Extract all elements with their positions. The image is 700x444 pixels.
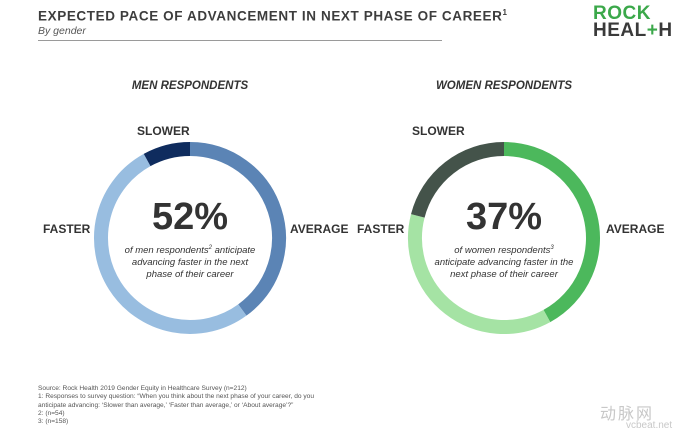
- rock-health-logo: ROCK HEAL+H: [593, 3, 673, 41]
- logo-line-1: ROCK: [593, 3, 651, 24]
- title-footnote-mark: 1: [502, 8, 508, 17]
- logo-plus-icon: +: [646, 20, 659, 41]
- donut-slice-slower: [143, 142, 191, 167]
- watermark-name: 动脉网: [600, 406, 655, 423]
- men-panel-title: MEN RESPONDENTS: [131, 80, 249, 92]
- women-donut-chart: [408, 142, 600, 334]
- men-description: of men respondents2 anticipate advancing…: [124, 245, 256, 281]
- men-faster-label: FASTER: [43, 222, 91, 236]
- donut-slice-average: [503, 142, 600, 323]
- women-slower-label: SLOWER: [412, 124, 465, 138]
- donut-slice-faster: [408, 214, 551, 334]
- women-average-label: AVERAGE: [606, 222, 665, 236]
- men-donut-chart: [94, 142, 286, 334]
- footnote-1b: anticipate advancing: ‘Slower than avera…: [38, 401, 294, 409]
- donut-slice-slower: [411, 142, 505, 218]
- footnote-2: 2: (n=54): [38, 409, 65, 417]
- men-average-label: AVERAGE: [290, 222, 349, 236]
- chart-title: EXPECTED PACE OF ADVANCEMENT IN NEXT PHA…: [38, 8, 508, 24]
- logo-line-2: HEAL+H: [593, 20, 673, 41]
- header-divider: [38, 40, 442, 41]
- women-panel-title: WOMEN RESPONDENTS: [435, 80, 573, 92]
- donut-slice-faster: [94, 153, 247, 334]
- footnote-1a: 1: Responses to survey question: “When y…: [38, 393, 315, 401]
- women-headline-percent: 37%: [465, 196, 543, 238]
- chart-subtitle: By gender: [38, 25, 86, 37]
- women-description: of women respondents3 anticipate advanci…: [434, 245, 574, 281]
- footnotes: Source: Rock Health 2019 Gender Equity i…: [38, 385, 314, 426]
- men-slower-label: SLOWER: [137, 124, 190, 138]
- men-headline-percent: 52%: [151, 196, 229, 238]
- women-faster-label: FASTER: [357, 222, 405, 236]
- donut-slice-average: [189, 142, 286, 316]
- footnote-source: Source: Rock Health 2019 Gender Equity i…: [38, 385, 247, 392]
- footnote-3: 3: (n=158): [38, 418, 69, 426]
- watermark-url: vcbeat.net: [626, 420, 673, 431]
